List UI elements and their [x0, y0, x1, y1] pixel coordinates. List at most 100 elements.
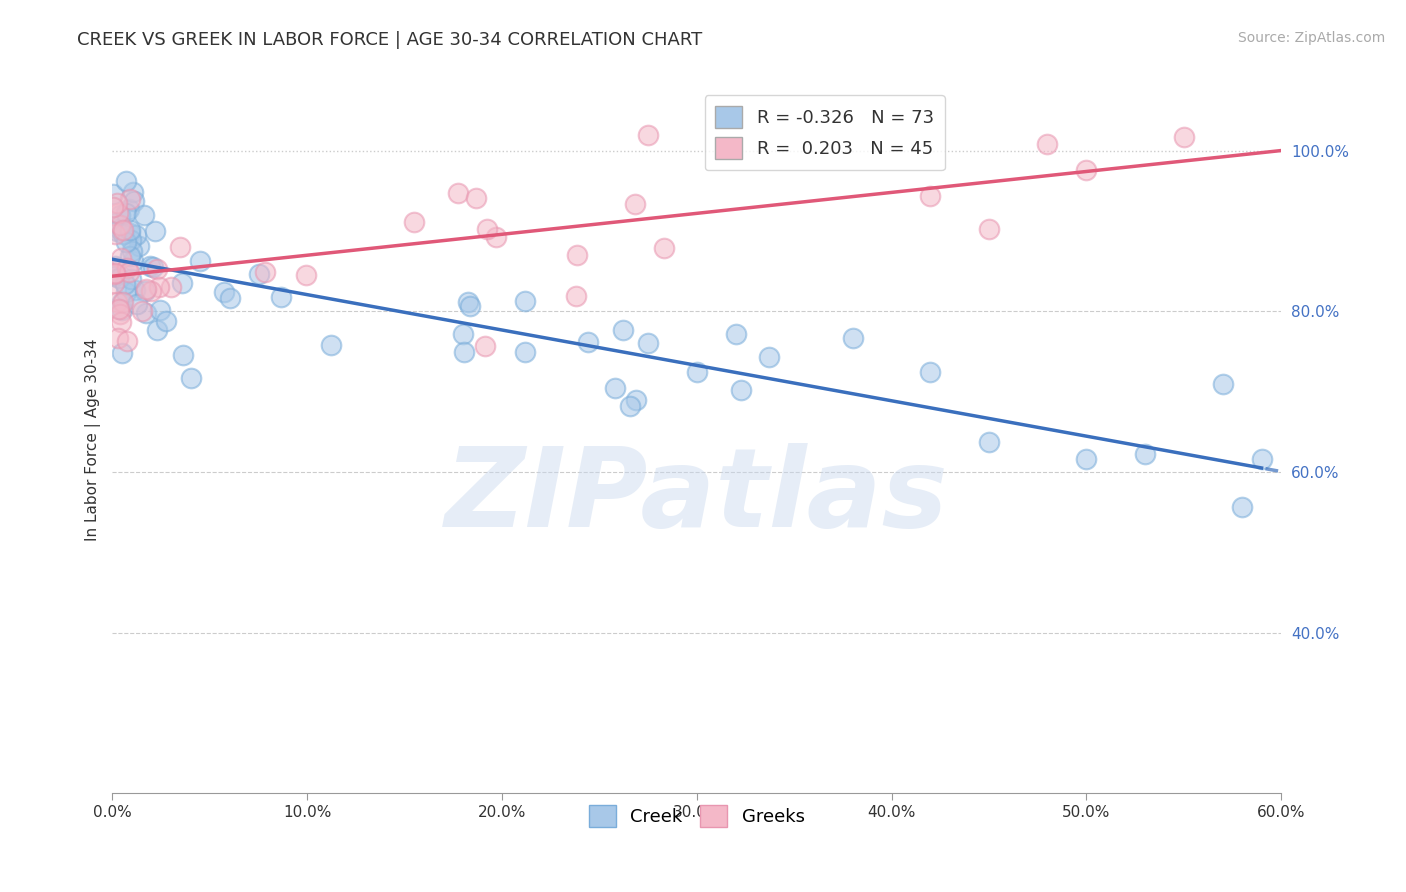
Point [103, 186, 125, 201]
Point [1230, 500, 1253, 515]
Point [118, 202, 141, 216]
Point [105, 196, 128, 211]
Point [139, 259, 162, 273]
Point [576, 334, 599, 349]
Point [118, 249, 141, 263]
Point [169, 240, 191, 254]
Point [121, 244, 143, 258]
Point [145, 261, 167, 276]
Point [120, 272, 142, 286]
Text: CREEK VS GREEK IN LABOR FORCE | AGE 30-34 CORRELATION CHART: CREEK VS GREEK IN LABOR FORCE | AGE 30-3… [77, 31, 703, 49]
Point [132, 207, 155, 221]
Point [475, 222, 498, 236]
Point [515, 294, 537, 309]
Point [104, 227, 127, 241]
Point [295, 268, 318, 282]
Point [212, 285, 235, 299]
Point [724, 326, 747, 341]
Point [111, 346, 134, 360]
Point [120, 233, 142, 247]
Point [124, 227, 146, 242]
Y-axis label: In Labor Force | Age 30-34: In Labor Force | Age 30-34 [86, 339, 101, 541]
Point [107, 206, 129, 220]
Point [121, 185, 143, 199]
Point [139, 284, 162, 298]
Point [110, 251, 132, 265]
Point [1250, 451, 1272, 466]
Point [485, 230, 508, 244]
Point [114, 173, 136, 187]
Point [565, 248, 588, 262]
Point [474, 339, 496, 353]
Point [110, 315, 132, 329]
Point [111, 303, 134, 318]
Point [118, 226, 141, 240]
Point [148, 280, 170, 294]
Point [565, 288, 588, 302]
Point [108, 302, 131, 317]
Point [977, 435, 1000, 450]
Point [730, 384, 752, 398]
Point [513, 345, 536, 359]
Point [219, 291, 242, 305]
Point [103, 268, 125, 283]
Point [637, 336, 659, 351]
Point [108, 222, 131, 236]
Point [124, 283, 146, 297]
Point [112, 223, 135, 237]
Point [758, 351, 780, 365]
Point [135, 282, 157, 296]
Point [458, 299, 481, 313]
Point [1173, 130, 1195, 145]
Point [104, 259, 127, 273]
Point [254, 265, 277, 279]
Point [115, 334, 138, 348]
Point [1076, 163, 1098, 178]
Point [402, 215, 425, 229]
Point [465, 191, 488, 205]
Point [104, 266, 127, 280]
Point [104, 216, 127, 230]
Point [108, 307, 131, 321]
Point [131, 304, 153, 318]
Point [110, 295, 132, 310]
Point [115, 206, 138, 220]
Point [451, 327, 474, 342]
Point [1076, 451, 1098, 466]
Point [120, 223, 142, 237]
Point [134, 284, 156, 298]
Point [686, 365, 709, 379]
Point [103, 200, 125, 214]
Point [128, 239, 150, 253]
Point [188, 254, 211, 268]
Point [155, 314, 177, 328]
Point [619, 399, 641, 413]
Point [114, 277, 136, 292]
Point [121, 253, 143, 268]
Point [453, 344, 475, 359]
Point [321, 337, 343, 351]
Point [457, 294, 479, 309]
Point [145, 323, 167, 337]
Point [117, 260, 139, 275]
Point [603, 381, 626, 395]
Point [108, 219, 131, 233]
Point [120, 192, 142, 206]
Point [1133, 447, 1156, 461]
Point [447, 186, 470, 200]
Point [270, 290, 292, 304]
Point [159, 280, 181, 294]
Point [107, 330, 129, 344]
Point [135, 306, 157, 320]
Point [105, 295, 128, 310]
Text: Source: ZipAtlas.com: Source: ZipAtlas.com [1237, 31, 1385, 45]
Point [920, 365, 942, 379]
Point [103, 267, 125, 281]
Point [118, 265, 141, 279]
Point [977, 221, 1000, 235]
Point [180, 371, 202, 385]
Point [149, 303, 172, 318]
Point [143, 224, 166, 238]
Point [652, 241, 675, 255]
Legend: Creek, Greeks: Creek, Greeks [581, 797, 813, 834]
